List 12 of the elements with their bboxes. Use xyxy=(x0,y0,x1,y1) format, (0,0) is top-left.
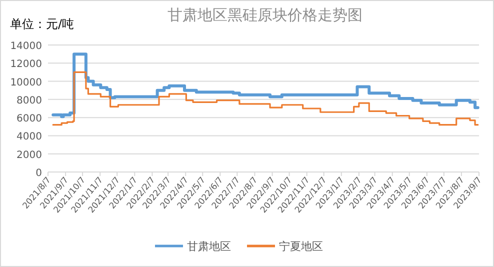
y-tick-label: 0 xyxy=(36,168,42,179)
y-tick-label: 14000 xyxy=(10,41,42,52)
legend-label: 甘肃地区 xyxy=(187,240,231,253)
y-tick-label: 10000 xyxy=(10,77,42,88)
y-tick-label: 4000 xyxy=(16,132,42,143)
y-tick-label: 2000 xyxy=(16,150,42,161)
legend-label: 宁夏地区 xyxy=(279,240,323,253)
y-tick-label: 12000 xyxy=(10,59,42,70)
chart-title: 甘肃地区黑硅原块价格走势图 xyxy=(168,6,362,24)
text: 单位：元/吨 xyxy=(10,17,74,31)
y-tick-label: 8000 xyxy=(16,95,42,106)
y-tick-label: 6000 xyxy=(16,114,42,125)
